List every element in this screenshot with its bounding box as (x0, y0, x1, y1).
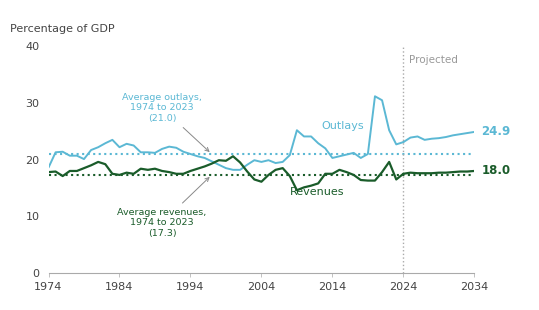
Text: Average outlays,
1974 to 2023
(21.0): Average outlays, 1974 to 2023 (21.0) (122, 93, 209, 151)
Text: Average revenues,
1974 to 2023
(17.3): Average revenues, 1974 to 2023 (17.3) (118, 178, 209, 237)
Text: Revenues: Revenues (290, 187, 344, 197)
Text: 18.0: 18.0 (481, 165, 510, 177)
Text: Outlays: Outlays (322, 121, 364, 131)
Text: Projected: Projected (409, 55, 458, 65)
Text: 24.9: 24.9 (481, 126, 510, 139)
Text: Percentage of GDP: Percentage of GDP (10, 24, 115, 34)
